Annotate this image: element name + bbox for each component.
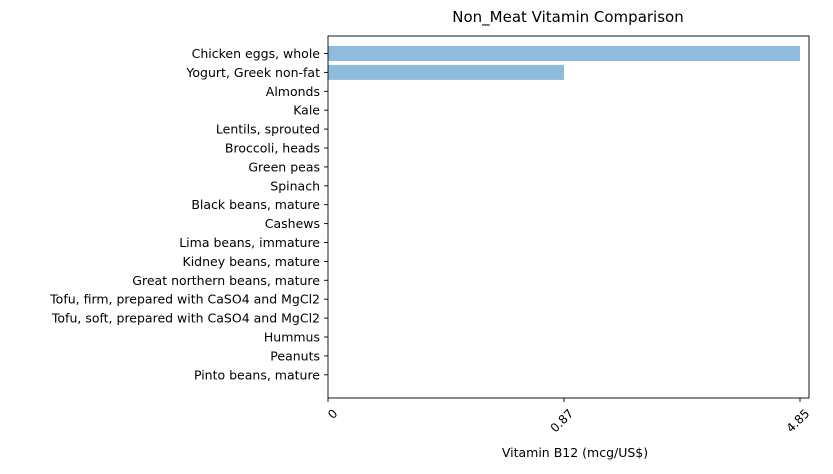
bar	[328, 46, 800, 61]
y-tick-label: Broccoli, heads	[225, 141, 320, 156]
y-tick-layer: Chicken eggs, whole Yogurt, Greek non-fat…	[49, 46, 328, 382]
y-tick-label: Tofu, firm, prepared with CaSO4 and MgCl…	[49, 292, 320, 307]
y-tick-label: Pinto beans, mature	[194, 367, 320, 382]
y-tick-label: Kale	[293, 103, 320, 118]
y-tick-label: Spinach	[270, 178, 320, 193]
y-tick-label: Green peas	[248, 159, 320, 174]
y-tick-label: Lentils, sprouted	[216, 122, 320, 137]
y-tick-label: Great northern beans, mature	[132, 273, 320, 288]
y-tick-label: Lima beans, immature	[179, 235, 320, 250]
chart-title: Non_Meat Vitamin Comparison	[452, 8, 683, 27]
y-tick-label: Peanuts	[270, 348, 320, 363]
y-tick-label: Almonds	[266, 84, 320, 99]
x-tick-label: 0.87	[548, 406, 577, 435]
x-tick-label: 0	[325, 406, 340, 421]
x-tick-layer: 0 0.87 4.85	[325, 398, 812, 435]
y-tick-label: Yogurt, Greek non-fat	[185, 65, 320, 80]
bar	[328, 64, 564, 80]
x-tick-label: 4.85	[784, 406, 813, 435]
x-axis-label: Vitamin B12 (mcg/US$)	[502, 445, 648, 460]
y-tick-label: Black beans, mature	[191, 197, 320, 212]
y-tick-label: Hummus	[264, 330, 320, 345]
y-tick-label: Cashews	[265, 216, 320, 231]
y-tick-label: Kidney beans, mature	[183, 254, 321, 269]
plot-frame	[327, 35, 810, 399]
bars-layer	[328, 46, 800, 80]
y-tick-label: Tofu, soft, prepared with CaSO4 and MgCl…	[51, 311, 320, 326]
y-tick-label: Chicken eggs, whole	[192, 46, 321, 61]
